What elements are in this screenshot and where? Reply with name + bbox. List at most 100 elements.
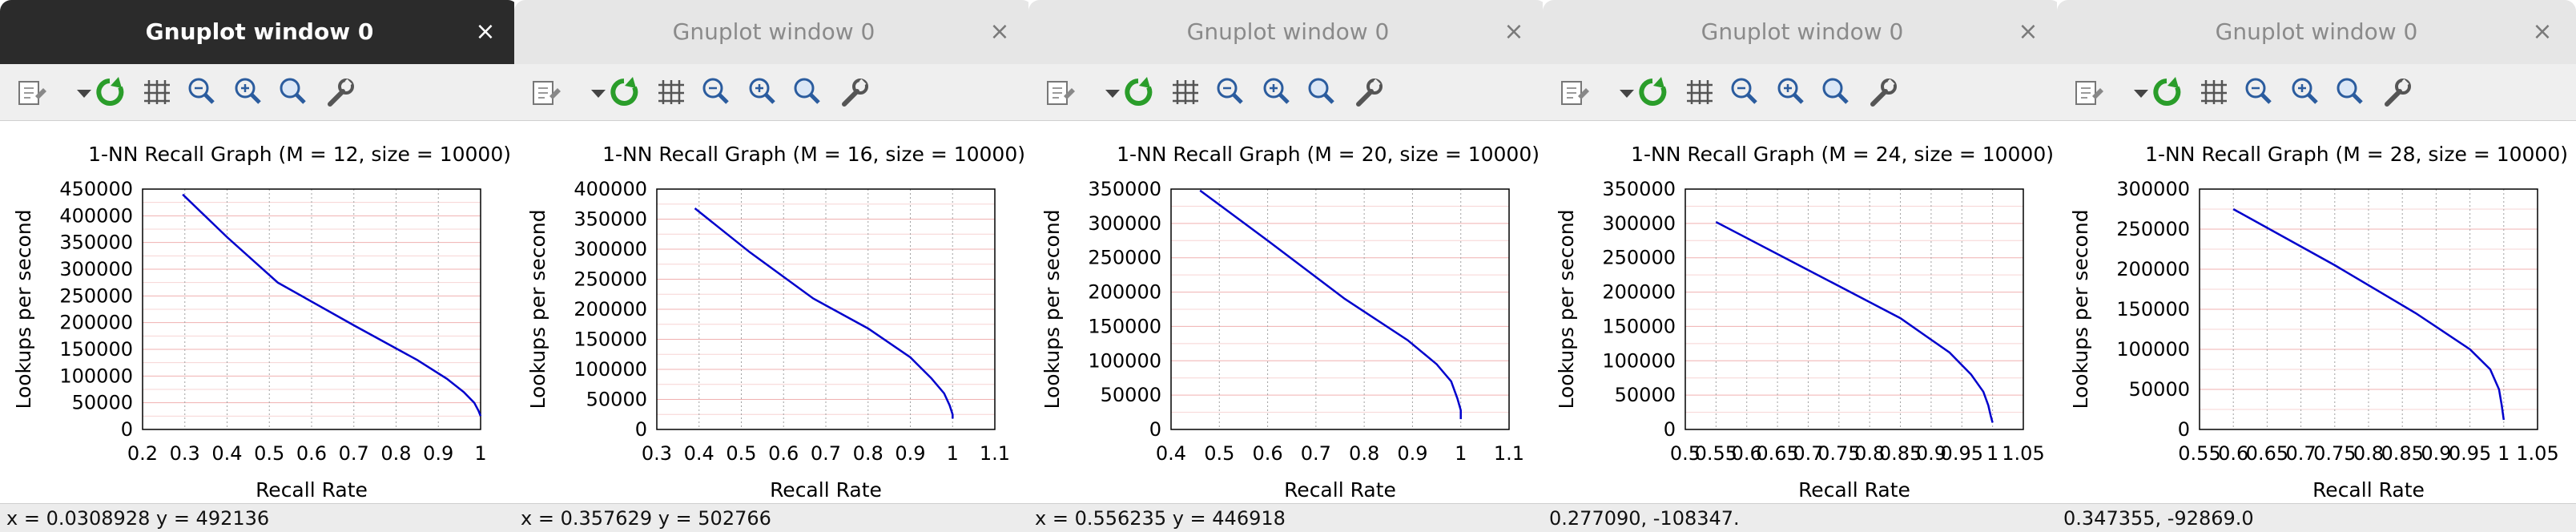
replot-icon[interactable]	[90, 72, 130, 112]
zoom-icon[interactable]	[1817, 72, 1857, 112]
replot-icon[interactable]	[604, 72, 644, 112]
y-tick-label: 150000	[1088, 315, 1161, 337]
replot-icon[interactable]	[1118, 72, 1158, 112]
y-tick-label: 350000	[1602, 178, 1676, 200]
y-tick-label: 250000	[574, 268, 647, 291]
x-tick-label: 1	[1455, 442, 1467, 465]
y-tick-label: 50000	[72, 392, 133, 414]
settings-wrench-icon[interactable]	[1349, 72, 1389, 112]
x-tick-label: 0.6	[1732, 442, 1762, 465]
plot-area[interactable]: 0 50000 100000 150000 200000 250000 300000 3500…	[514, 121, 1033, 503]
window-titlebar[interactable]: Gnuplot window 0 ×	[514, 0, 1033, 65]
plot-title: 1-NN Recall Graph (M = 20, size = 10000)	[1117, 143, 1540, 166]
zoom-back-icon[interactable]	[2240, 72, 2280, 112]
zoom-forward-icon[interactable]	[1772, 72, 1812, 112]
x-tick-label: 0.55	[1695, 442, 1737, 465]
x-tick-label: 0.85	[1879, 442, 1922, 465]
window-titlebar[interactable]: Gnuplot window 0 ×	[0, 0, 519, 65]
recall-chart: 0 50000 100000 150000 200000 250000 300000 3500…	[1555, 143, 2054, 502]
zoom-forward-icon[interactable]	[1258, 72, 1298, 112]
close-button[interactable]: ×	[2018, 18, 2039, 46]
grid-icon[interactable]	[138, 72, 178, 112]
y-tick-label: 400000	[574, 178, 647, 200]
y-tick-label: 100000	[574, 358, 647, 381]
y-tick-label: 150000	[1602, 315, 1676, 337]
settings-wrench-icon[interactable]	[1863, 72, 1903, 112]
gnuplot-window-4[interactable]: Gnuplot window 0 × 0 50000 100000 150000 20000…	[1543, 0, 2062, 532]
window-title: Gnuplot window 0	[672, 18, 875, 45]
x-tick-label: 0.75	[2313, 442, 2356, 465]
plot-area[interactable]: 0 50000 100000 150000 200000 250000 300000 3500…	[0, 121, 519, 503]
window-titlebar[interactable]: Gnuplot window 0 ×	[1543, 0, 2062, 65]
replot-icon[interactable]	[1632, 72, 1672, 112]
grid-icon[interactable]	[1166, 72, 1206, 112]
y-tick-label: 350000	[59, 232, 133, 254]
y-tick-label: 200000	[1088, 281, 1161, 304]
plot-title: 1-NN Recall Graph (M = 16, size = 10000)	[602, 143, 1025, 166]
plot-border	[1684, 188, 2024, 430]
grid-icon[interactable]	[1680, 72, 1721, 112]
status-bar-coordinates: 0.277090, -108347.	[1543, 503, 2062, 532]
copy-icon[interactable]	[11, 72, 51, 112]
dropdown-arrow-icon[interactable]	[1086, 72, 1120, 112]
zoom-icon[interactable]	[1302, 72, 1342, 112]
plot-area[interactable]: 0 50000 100000 150000 200000 250000 300000 3500…	[1028, 121, 1548, 503]
x-tick-label: 0.7	[2286, 442, 2316, 465]
close-button[interactable]: ×	[989, 18, 1010, 46]
x-tick-label: 0.5	[1670, 442, 1701, 465]
zoom-forward-icon[interactable]	[743, 72, 783, 112]
gnuplot-window-5[interactable]: Gnuplot window 0 × 0 50000 100000 150000 20000…	[2057, 0, 2576, 532]
copy-icon[interactable]	[2068, 72, 2108, 112]
zoom-back-icon[interactable]	[697, 72, 737, 112]
copy-icon[interactable]	[525, 72, 566, 112]
plot-border	[656, 188, 996, 430]
recall-chart: 0 50000 100000 150000 200000 250000 300000 3500…	[12, 143, 511, 502]
zoom-icon[interactable]	[2331, 72, 2371, 112]
close-button[interactable]: ×	[2532, 18, 2553, 46]
x-tick-label: 0.5	[1204, 442, 1234, 465]
x-tick-label: 0.9	[1397, 442, 1427, 465]
y-tick-label: 200000	[2116, 258, 2190, 280]
settings-wrench-icon[interactable]	[2377, 72, 2417, 112]
grid-icon[interactable]	[652, 72, 692, 112]
dropdown-arrow-icon[interactable]	[2115, 72, 2148, 112]
close-button[interactable]: ×	[475, 18, 496, 46]
window-titlebar[interactable]: Gnuplot window 0 ×	[2057, 0, 2576, 65]
y-tick-label: 200000	[1602, 281, 1676, 304]
zoom-back-icon[interactable]	[1211, 72, 1251, 112]
dropdown-arrow-icon[interactable]	[58, 72, 91, 112]
settings-wrench-icon[interactable]	[835, 72, 875, 112]
settings-wrench-icon[interactable]	[320, 72, 360, 112]
zoom-forward-icon[interactable]	[2286, 72, 2326, 112]
replot-icon[interactable]	[2147, 72, 2187, 112]
zoom-icon[interactable]	[274, 72, 314, 112]
status-bar-coordinates: x = 0.0308928 y = 492136	[0, 503, 519, 532]
plot-title: 1-NN Recall Graph (M = 28, size = 10000)	[2145, 143, 2568, 166]
dropdown-arrow-icon[interactable]	[572, 72, 606, 112]
x-tick-label: 1	[1986, 442, 1998, 465]
gnuplot-window-1[interactable]: Gnuplot window 0 × 0 50000 100000 150000 20000…	[0, 0, 519, 532]
gnuplot-window-3[interactable]: Gnuplot window 0 × 0 50000 100000 150000 20000…	[1028, 0, 1548, 532]
window-titlebar[interactable]: Gnuplot window 0 ×	[1028, 0, 1548, 65]
y-axis-label: Lookups per second	[2069, 209, 2092, 409]
zoom-back-icon[interactable]	[1725, 72, 1765, 112]
zoom-icon[interactable]	[788, 72, 828, 112]
y-tick-label: 100000	[1602, 349, 1676, 372]
y-tick-label: 200000	[574, 298, 647, 320]
x-tick-label: 0.9	[1916, 442, 1946, 465]
copy-icon[interactable]	[1554, 72, 1594, 112]
plot-toolbar	[1543, 64, 2062, 121]
zoom-back-icon[interactable]	[183, 72, 223, 112]
gnuplot-window-2[interactable]: Gnuplot window 0 × 0 50000 100000 150000 20000…	[514, 0, 1033, 532]
copy-icon[interactable]	[1040, 72, 1080, 112]
y-axis-label: Lookups per second	[1040, 209, 1064, 409]
y-axis-label: Lookups per second	[12, 209, 35, 409]
plot-area[interactable]: 0 50000 100000 150000 200000 250000 300000 0.55…	[2057, 121, 2576, 503]
dropdown-arrow-icon[interactable]	[1600, 72, 1634, 112]
recall-series-line	[182, 193, 482, 417]
zoom-forward-icon[interactable]	[229, 72, 269, 112]
x-tick-label: 0.8	[853, 442, 883, 465]
close-button[interactable]: ×	[1503, 18, 1524, 46]
grid-icon[interactable]	[2195, 72, 2235, 112]
plot-area[interactable]: 0 50000 100000 150000 200000 250000 300000 3500…	[1543, 121, 2062, 503]
